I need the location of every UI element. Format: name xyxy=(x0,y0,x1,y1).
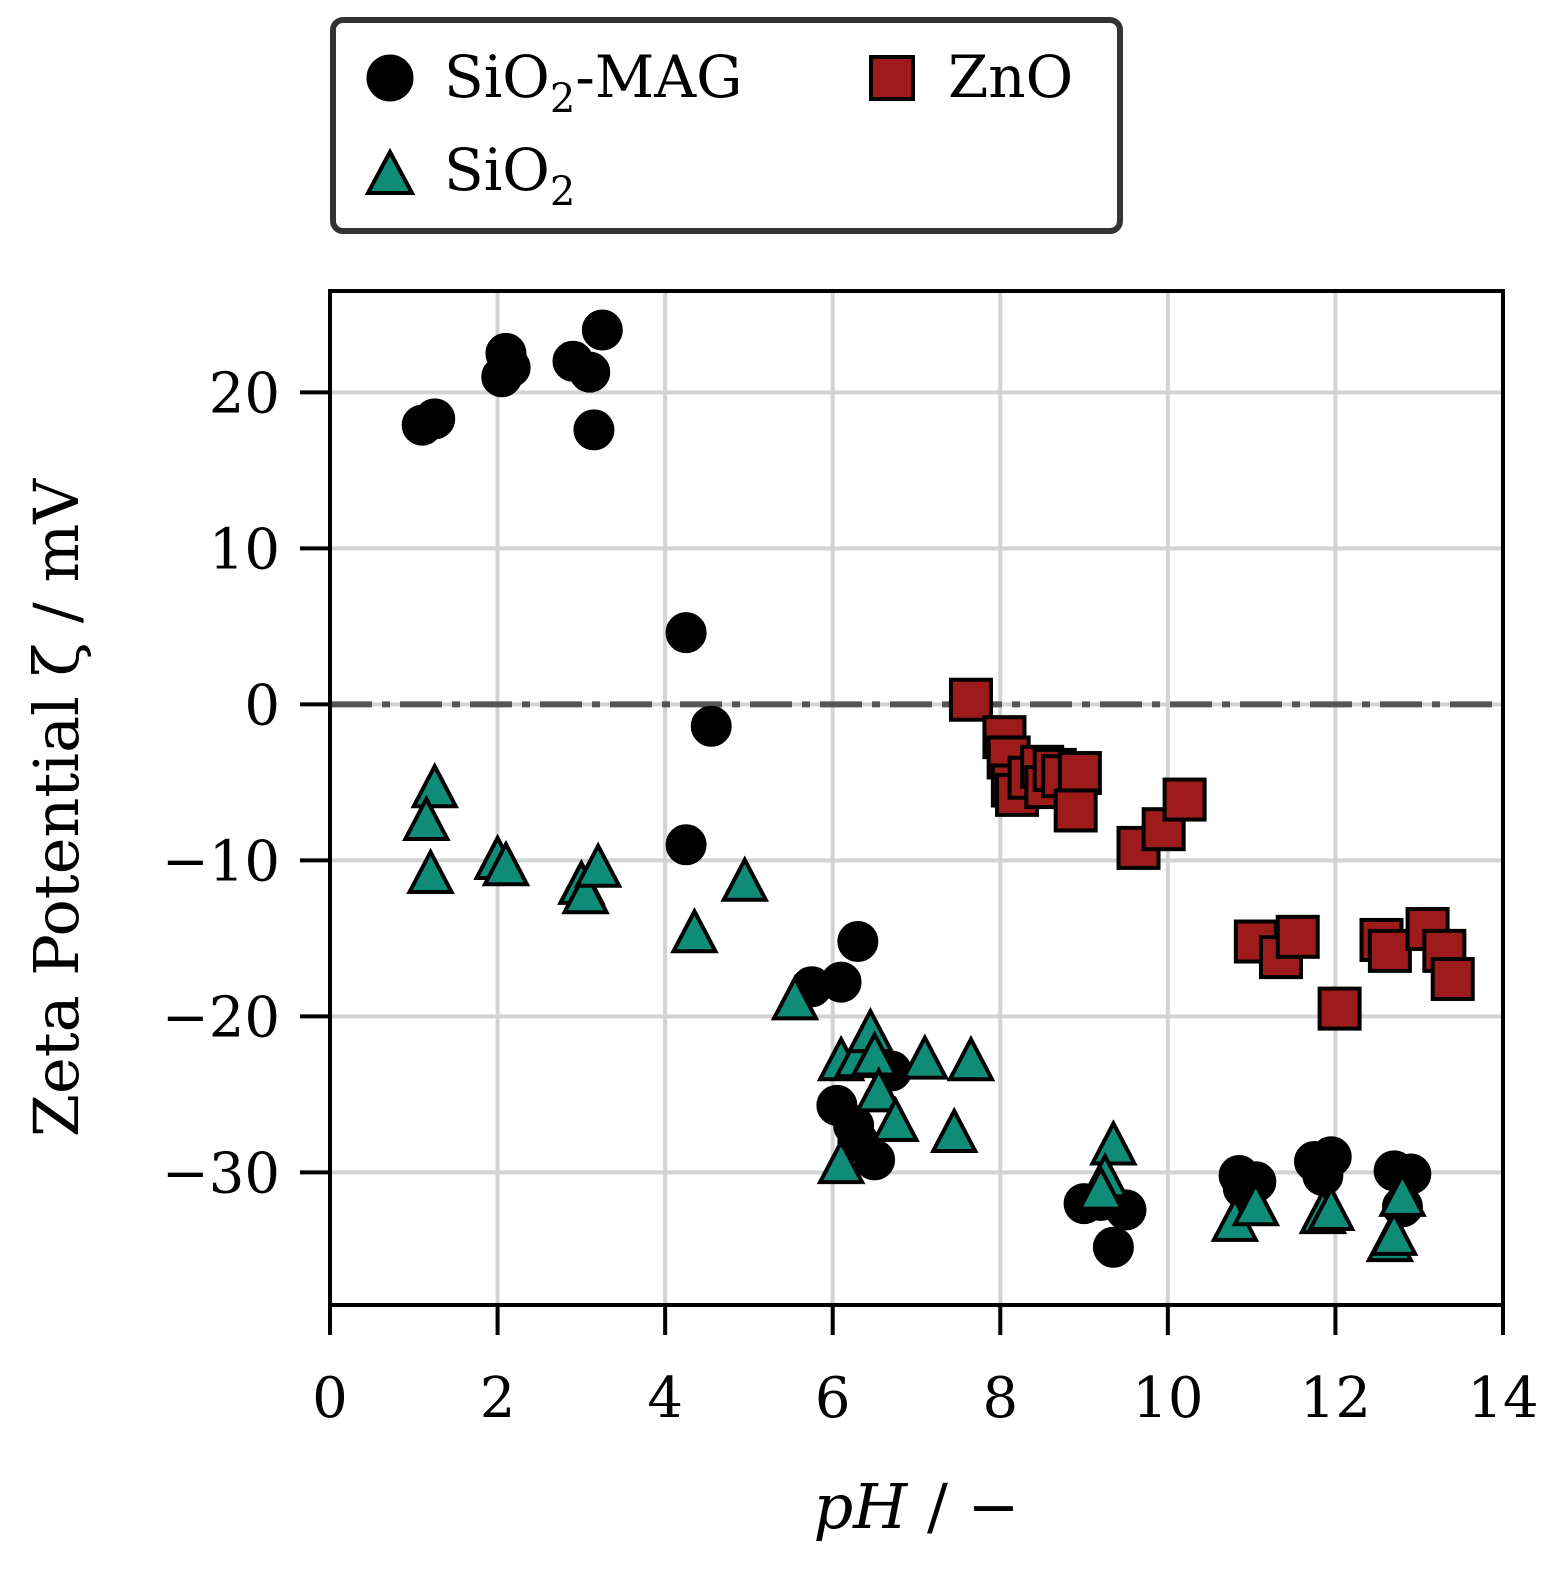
point-sio2-mag xyxy=(1092,1226,1134,1268)
point-sio2 xyxy=(1369,1209,1419,1256)
point-sio2 xyxy=(720,855,770,902)
y-axis-title: Zeta Potential ζ / mV xyxy=(20,478,93,1137)
point-sio2 xyxy=(1076,1164,1126,1211)
point-sio2 xyxy=(1378,1170,1427,1217)
point-sio2 xyxy=(770,974,820,1021)
legend-marker-zno xyxy=(869,55,915,101)
point-sio2 xyxy=(871,1095,920,1143)
point-sio2-mag xyxy=(665,612,707,654)
data-points xyxy=(401,309,1475,1268)
point-sio2-mag xyxy=(573,409,615,451)
point-sio2 xyxy=(573,841,623,888)
x-tick-label: 2 xyxy=(480,1366,516,1431)
legend-label-sio2: SiO2 xyxy=(444,136,575,215)
y-tick-label: 20 xyxy=(209,361,280,426)
x-axis-ticks: 0 2 4 6 8 10 12 14 xyxy=(312,1305,1539,1431)
y-tick-label: 0 xyxy=(244,673,280,738)
point-sio2 xyxy=(406,847,455,894)
point-zno xyxy=(948,677,993,722)
point-zno xyxy=(1057,751,1102,796)
point-sio2 xyxy=(1231,1179,1281,1227)
point-sio2 xyxy=(946,1034,996,1082)
point-zno xyxy=(1275,914,1320,959)
plot-frame xyxy=(328,289,1505,1307)
point-sio2 xyxy=(1306,1184,1356,1231)
point-zno xyxy=(1162,777,1207,822)
point-zno xyxy=(1053,788,1098,833)
legend-frame xyxy=(330,17,1123,234)
point-sio2 xyxy=(1089,1119,1138,1166)
point-sio2-mag xyxy=(690,705,732,747)
point-sio2-mag xyxy=(1310,1136,1352,1178)
y-tick-label: −30 xyxy=(162,1141,280,1206)
x-tick-label: 12 xyxy=(1300,1366,1371,1431)
y-axis-ticks: 20 10 0 −10 −20 −30 xyxy=(162,361,330,1206)
x-axis-title: pH / − xyxy=(813,1470,1019,1543)
point-zno xyxy=(1317,986,1362,1031)
x-tick-label: 10 xyxy=(1132,1366,1203,1431)
y-tick-label: −20 xyxy=(162,985,280,1050)
point-sio2 xyxy=(481,839,531,887)
point-sio2 xyxy=(561,867,610,915)
point-sio2-mag xyxy=(854,1139,896,1181)
series-sio2-mag xyxy=(401,309,1432,1268)
point-sio2-mag xyxy=(489,346,531,388)
point-sio2 xyxy=(410,761,460,809)
series-sio2 xyxy=(402,761,1427,1263)
x-tick-label: 6 xyxy=(815,1366,851,1431)
point-sio2-mag xyxy=(820,961,862,1003)
point-sio2 xyxy=(816,1137,866,1185)
legend-marker-sio2 xyxy=(364,147,416,195)
legend-marker-sio2-mag xyxy=(366,54,414,102)
x-tick-label: 14 xyxy=(1467,1366,1538,1431)
point-sio2-mag xyxy=(837,921,879,963)
x-tick-label: 0 xyxy=(312,1366,348,1431)
point-sio2-mag xyxy=(665,824,707,866)
y-tick-label: −10 xyxy=(162,829,280,894)
legend-label-zno: ZnO xyxy=(948,43,1073,111)
point-sio2 xyxy=(929,1106,979,1153)
point-zno xyxy=(1367,928,1412,973)
x-tick-label: 4 xyxy=(647,1366,683,1431)
point-sio2 xyxy=(402,794,451,841)
y-tick-label: 10 xyxy=(209,517,280,582)
point-sio2-mag xyxy=(581,309,623,351)
point-sio2 xyxy=(900,1033,950,1080)
x-tick-label: 8 xyxy=(982,1366,1018,1431)
point-sio2-mag xyxy=(569,351,611,393)
point-sio2 xyxy=(670,906,719,954)
legend: SiO2-MAG ZnO SiO2 xyxy=(330,17,1123,234)
point-zno xyxy=(1430,956,1475,1001)
series-zno xyxy=(948,677,1475,1031)
legend-label-sio2-mag: SiO2-MAG xyxy=(444,43,743,122)
point-sio2-mag xyxy=(414,398,456,440)
point-sio2 xyxy=(854,1066,904,1113)
